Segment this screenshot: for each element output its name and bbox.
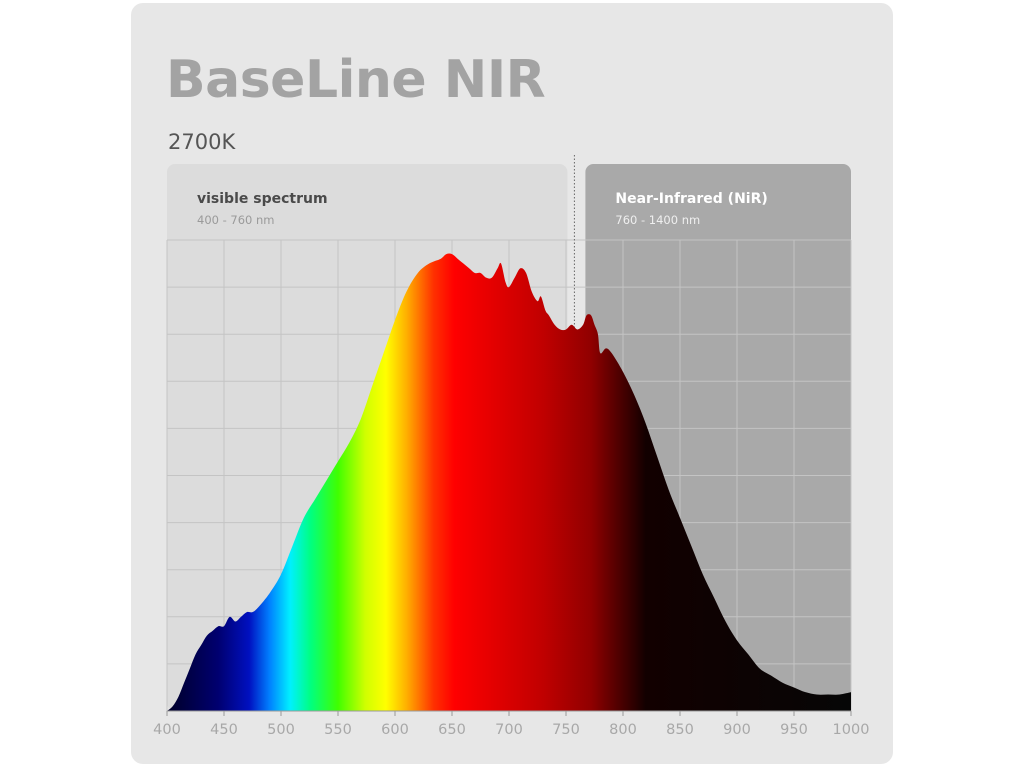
x-tick-label: 500 (267, 722, 295, 738)
region-name: Near-Infrared (NiR) (615, 191, 767, 207)
x-tick-label: 750 (552, 722, 580, 738)
chart-subtitle: 2700K (168, 130, 236, 154)
region-range: 760 - 1400 nm (615, 213, 700, 227)
x-tick-label: 400 (153, 722, 181, 738)
spectrum-area (167, 253, 851, 711)
x-tick-label: 850 (666, 722, 694, 738)
region-range: 400 - 760 nm (197, 213, 275, 227)
x-tick-label: 550 (324, 722, 352, 738)
area-layer (167, 253, 851, 711)
x-tick-label: 600 (381, 722, 409, 738)
region-name: visible spectrum (197, 191, 328, 207)
chart-title: BaseLine NIR (166, 50, 546, 110)
x-tick-label: 800 (609, 722, 637, 738)
x-tick-label: 1000 (833, 722, 870, 738)
x-tick-label: 650 (438, 722, 466, 738)
x-tick-label: 900 (723, 722, 751, 738)
x-tick-label: 700 (495, 722, 523, 738)
x-tick-label: 950 (780, 722, 808, 738)
x-tick-label: 450 (210, 722, 238, 738)
x-axis-ticks: 400 450 500 550 600 650 700 750 800 850 900 950 1000 (153, 710, 870, 738)
